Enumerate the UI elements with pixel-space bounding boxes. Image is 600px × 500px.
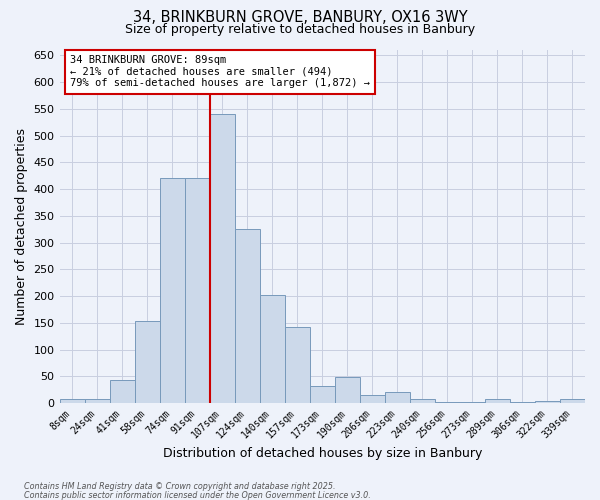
- X-axis label: Distribution of detached houses by size in Banbury: Distribution of detached houses by size …: [163, 447, 482, 460]
- Text: Contains HM Land Registry data © Crown copyright and database right 2025.: Contains HM Land Registry data © Crown c…: [24, 482, 335, 491]
- Text: 34, BRINKBURN GROVE, BANBURY, OX16 3WY: 34, BRINKBURN GROVE, BANBURY, OX16 3WY: [133, 10, 467, 25]
- Bar: [560, 400, 585, 403]
- Bar: [134, 322, 160, 403]
- Text: 34 BRINKBURN GROVE: 89sqm
← 21% of detached houses are smaller (494)
79% of semi: 34 BRINKBURN GROVE: 89sqm ← 21% of detac…: [70, 56, 370, 88]
- Bar: [185, 178, 209, 403]
- Bar: [160, 178, 185, 403]
- Bar: [235, 230, 260, 403]
- Bar: [410, 399, 435, 403]
- Y-axis label: Number of detached properties: Number of detached properties: [15, 128, 28, 325]
- Text: Size of property relative to detached houses in Banbury: Size of property relative to detached ho…: [125, 22, 475, 36]
- Bar: [535, 400, 560, 403]
- Bar: [110, 380, 134, 403]
- Bar: [285, 326, 310, 403]
- Bar: [385, 392, 410, 403]
- Bar: [360, 395, 385, 403]
- Bar: [59, 399, 85, 403]
- Text: Contains public sector information licensed under the Open Government Licence v3: Contains public sector information licen…: [24, 490, 371, 500]
- Bar: [335, 377, 360, 403]
- Bar: [310, 386, 335, 403]
- Bar: [85, 399, 110, 403]
- Bar: [260, 294, 285, 403]
- Bar: [485, 400, 510, 403]
- Bar: [510, 402, 535, 403]
- Bar: [209, 114, 235, 403]
- Bar: [460, 402, 485, 403]
- Bar: [435, 402, 460, 403]
